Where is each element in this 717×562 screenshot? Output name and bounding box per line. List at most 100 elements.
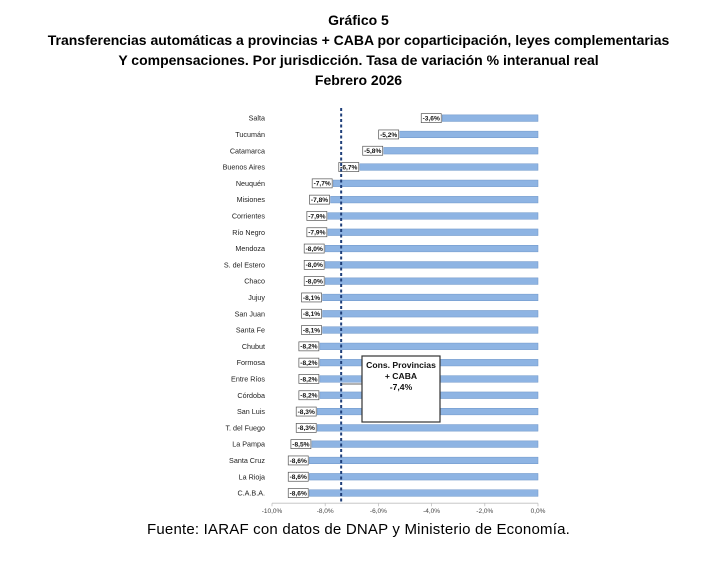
category-label: Jujuy [248,293,265,302]
category-label: Salta [249,114,265,123]
category-label: Mendoza [235,244,265,253]
category-label: Neuquén [236,179,265,188]
annotation-box [361,355,441,423]
chart-subtitle-line2: Y compensaciones. Por jurisdicción. Tasa… [118,52,599,68]
bar [330,196,539,204]
data-label: -8,1% [303,327,320,334]
data-label: -7,9% [308,213,325,220]
data-label: -8,5% [292,441,309,448]
category-label: Santa Cruz [229,456,265,465]
bar [383,147,539,155]
data-label-box [287,471,309,482]
x-tick-label: -4,0% [423,508,440,515]
bar [322,310,539,318]
data-label: -8,6% [290,458,307,465]
category-label: S. del Estero [224,260,265,269]
data-label-box [301,292,322,303]
bar [324,261,539,269]
x-tick-label: -10,0% [262,508,283,515]
data-label-box [420,113,442,124]
bar [441,114,539,122]
category-label: Formosa [237,358,265,367]
data-label: -8,6% [290,490,307,497]
annotation-text: Cons. Provincias [366,360,436,370]
data-label: -8,3% [298,409,315,416]
bar [327,228,539,236]
data-label-box [290,439,312,449]
data-label: -8,2% [300,360,317,367]
bar [311,440,539,448]
data-label-box [362,145,384,156]
data-label-box [298,341,320,352]
data-label-box [298,390,320,401]
data-label-box [303,260,325,270]
category-label: Chaco [244,277,265,286]
data-label: -5,2% [380,132,397,139]
data-label-box [298,357,320,368]
bar [308,489,539,497]
data-label: -7,9% [308,230,325,237]
x-tick-label: -2,0% [476,508,493,515]
x-tick-label: 0,0% [531,508,546,515]
data-label: -8,2% [300,376,317,383]
data-label: -5,8% [364,148,381,155]
bar [399,130,539,138]
bar [324,277,539,285]
category-label: T. del Fuego [225,423,265,432]
data-label: -8,2% [300,344,317,351]
category-label: San Juan [235,309,265,318]
annotation-text: + CABA [385,371,417,381]
data-label-box [309,194,330,205]
data-label-box [303,276,325,286]
data-label-box [298,374,320,384]
x-tick-label: -6,0% [370,508,387,515]
category-label: Tucumán [235,130,265,139]
category-label: Entre Ríos [231,374,265,383]
x-tick-label: -8,0% [317,508,334,515]
data-label-box [306,227,328,238]
category-label: San Luis [237,407,265,416]
category-label: Río Negro [232,228,265,237]
data-label-box [287,488,309,498]
category-label: Misiones [237,195,266,204]
data-label: -7,7% [314,181,331,188]
category-label: Buenos Aires [223,163,266,172]
category-label: Santa Fe [236,326,265,335]
category-label: Córdoba [237,391,265,400]
bar [322,293,539,301]
category-label: La Rioja [239,472,265,481]
annotation-text: -7,4% [390,382,413,392]
data-label: -3,6% [423,115,440,122]
bar [308,456,539,464]
data-label-box [301,325,322,335]
source-note: Fuente: IARAF con datos de DNAP y Minist… [147,521,570,538]
chart-subtitle-line1: Transferencias automáticas a provincias … [47,32,670,48]
data-label-box [287,455,309,466]
bar [324,245,539,253]
data-label: -8,2% [300,393,317,400]
category-label: Catamarca [230,146,265,155]
data-label: -6,7% [340,164,357,171]
chart-subtitle-line3: Febrero 2026 [314,72,403,88]
data-label-box [311,178,333,189]
category-label: La Pampa [232,440,265,449]
data-label: -8,0% [306,262,323,269]
chart-titles: Gráfico 5 Transferencias automáticas a p… [0,10,717,90]
bar [322,326,539,334]
data-label-box [295,423,317,433]
bar [308,473,539,481]
data-label: -8,6% [290,474,307,481]
data-label-box [338,162,360,172]
data-label-box [303,243,325,254]
data-label: -8,0% [306,246,323,253]
data-label: -7,8% [311,197,328,204]
data-label: -8,1% [303,295,320,302]
data-label: -8,3% [298,425,315,432]
category-label: Corrientes [232,211,266,220]
data-label-box [295,406,317,417]
bar [319,342,539,350]
data-label-box [301,308,322,319]
category-label: C.A.B.A. [237,489,265,498]
data-label: -8,0% [306,278,323,285]
